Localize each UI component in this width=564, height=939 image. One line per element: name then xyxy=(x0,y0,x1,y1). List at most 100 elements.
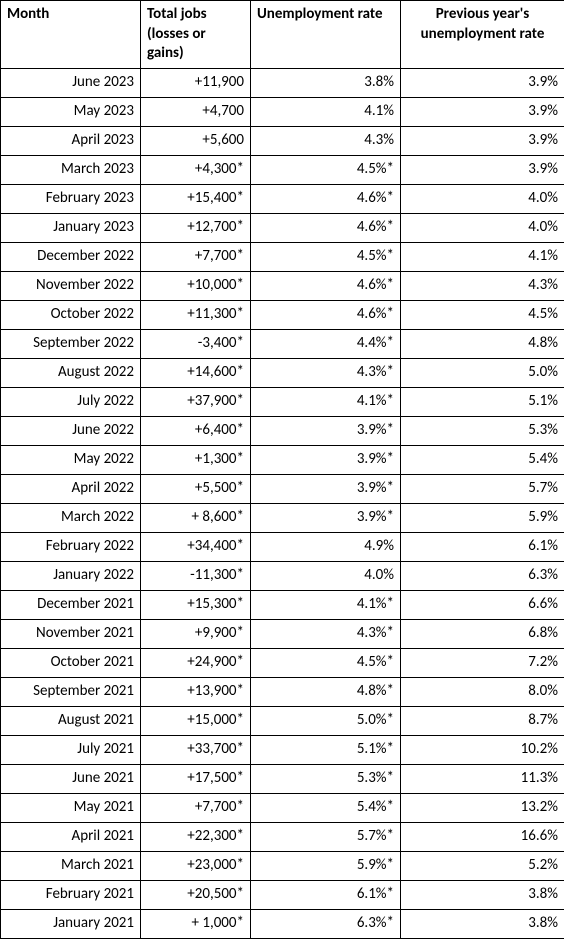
cell-prev-unemp-rate: 8.7% xyxy=(401,706,564,735)
cell-total-jobs: +12,700* xyxy=(141,213,251,242)
table-row: November 2021+9,900*4.3%*6.8% xyxy=(1,619,564,648)
table-row: April 2023+5,6004.3%3.9% xyxy=(1,126,564,155)
cell-prev-unemp-rate: 6.1% xyxy=(401,532,564,561)
table-row: October 2022+11,300*4.6%*4.5% xyxy=(1,300,564,329)
cell-month: September 2021 xyxy=(1,677,141,706)
cell-prev-unemp-rate: 5.3% xyxy=(401,416,564,445)
cell-prev-unemp-rate: 6.8% xyxy=(401,619,564,648)
cell-prev-unemp-rate: 4.8% xyxy=(401,329,564,358)
cell-prev-unemp-rate: 16.6% xyxy=(401,822,564,851)
table-row: September 2021+13,900*4.8%*8.0% xyxy=(1,677,564,706)
table-row: June 2022+6,400*3.9%*5.3% xyxy=(1,416,564,445)
cell-total-jobs: +15,000* xyxy=(141,706,251,735)
cell-month: August 2021 xyxy=(1,706,141,735)
table-row: August 2021+15,000*5.0%*8.7% xyxy=(1,706,564,735)
cell-prev-unemp-rate: 3.8% xyxy=(401,880,564,909)
cell-month: May 2021 xyxy=(1,793,141,822)
cell-total-jobs: +4,700 xyxy=(141,97,251,126)
cell-prev-unemp-rate: 5.9% xyxy=(401,503,564,532)
cell-month: July 2021 xyxy=(1,735,141,764)
cell-month: April 2023 xyxy=(1,126,141,155)
cell-month: November 2021 xyxy=(1,619,141,648)
cell-unemp-rate: 4.6%* xyxy=(251,300,401,329)
jobs-table: Month Total jobs (losses or gains) Unemp… xyxy=(0,0,564,939)
table-row: September 2022-3,400*4.4%*4.8% xyxy=(1,329,564,358)
cell-unemp-rate: 3.9%* xyxy=(251,474,401,503)
table-row: October 2021+24,900*4.5%*7.2% xyxy=(1,648,564,677)
cell-month: April 2021 xyxy=(1,822,141,851)
table-row: December 2022+7,700*4.5%*4.1% xyxy=(1,242,564,271)
cell-month: May 2022 xyxy=(1,445,141,474)
cell-total-jobs: +9,900* xyxy=(141,619,251,648)
cell-total-jobs: +15,300* xyxy=(141,590,251,619)
col-header-month: Month xyxy=(1,1,141,69)
cell-month: June 2022 xyxy=(1,416,141,445)
table-row: March 2022+ 8,600*3.9%*5.9% xyxy=(1,503,564,532)
cell-unemp-rate: 6.3%* xyxy=(251,909,401,938)
cell-month: February 2021 xyxy=(1,880,141,909)
cell-unemp-rate: 4.1% xyxy=(251,97,401,126)
table-row: January 2023+12,700*4.6%*4.0% xyxy=(1,213,564,242)
cell-prev-unemp-rate: 3.8% xyxy=(401,909,564,938)
cell-total-jobs: + 1,000* xyxy=(141,909,251,938)
table-row: April 2021+22,300*5.7%*16.6% xyxy=(1,822,564,851)
cell-prev-unemp-rate: 4.5% xyxy=(401,300,564,329)
table-row: March 2023+4,300*4.5%*3.9% xyxy=(1,155,564,184)
cell-prev-unemp-rate: 3.9% xyxy=(401,97,564,126)
cell-total-jobs: +23,000* xyxy=(141,851,251,880)
cell-unemp-rate: 4.1%* xyxy=(251,590,401,619)
cell-unemp-rate: 4.0% xyxy=(251,561,401,590)
table-row: February 2022+34,400*4.9%6.1% xyxy=(1,532,564,561)
cell-total-jobs: +5,600 xyxy=(141,126,251,155)
cell-month: November 2022 xyxy=(1,271,141,300)
cell-total-jobs: +4,300* xyxy=(141,155,251,184)
table-row: January 2022-11,300*4.0%6.3% xyxy=(1,561,564,590)
cell-unemp-rate: 4.8%* xyxy=(251,677,401,706)
cell-unemp-rate: 4.3%* xyxy=(251,358,401,387)
col-header-prev-unemp-rate: Previous year's unemployment rate xyxy=(401,1,564,69)
cell-unemp-rate: 5.0%* xyxy=(251,706,401,735)
cell-prev-unemp-rate: 4.3% xyxy=(401,271,564,300)
table-row: May 2021+7,700*5.4%*13.2% xyxy=(1,793,564,822)
cell-month: October 2022 xyxy=(1,300,141,329)
cell-unemp-rate: 4.5%* xyxy=(251,155,401,184)
cell-unemp-rate: 4.4%* xyxy=(251,329,401,358)
cell-month: December 2022 xyxy=(1,242,141,271)
cell-prev-unemp-rate: 4.0% xyxy=(401,184,564,213)
table-row: February 2023+15,400*4.6%*4.0% xyxy=(1,184,564,213)
cell-month: March 2022 xyxy=(1,503,141,532)
cell-month: April 2022 xyxy=(1,474,141,503)
cell-total-jobs: +34,400* xyxy=(141,532,251,561)
cell-month: July 2022 xyxy=(1,387,141,416)
cell-month: June 2021 xyxy=(1,764,141,793)
cell-unemp-rate: 3.9%* xyxy=(251,503,401,532)
cell-unemp-rate: 4.5%* xyxy=(251,648,401,677)
cell-total-jobs: +7,700* xyxy=(141,793,251,822)
table-row: April 2022+5,500*3.9%*5.7% xyxy=(1,474,564,503)
col-header-total-jobs: Total jobs (losses or gains) xyxy=(141,1,251,69)
table-row: June 2021+17,500*5.3%*11.3% xyxy=(1,764,564,793)
cell-prev-unemp-rate: 11.3% xyxy=(401,764,564,793)
cell-unemp-rate: 4.3% xyxy=(251,126,401,155)
cell-prev-unemp-rate: 10.2% xyxy=(401,735,564,764)
cell-total-jobs: +11,900 xyxy=(141,68,251,97)
cell-unemp-rate: 4.5%* xyxy=(251,242,401,271)
cell-unemp-rate: 6.1%* xyxy=(251,880,401,909)
cell-prev-unemp-rate: 5.2% xyxy=(401,851,564,880)
cell-prev-unemp-rate: 8.0% xyxy=(401,677,564,706)
cell-prev-unemp-rate: 4.0% xyxy=(401,213,564,242)
cell-prev-unemp-rate: 3.9% xyxy=(401,155,564,184)
cell-total-jobs: +15,400* xyxy=(141,184,251,213)
cell-month: September 2022 xyxy=(1,329,141,358)
cell-total-jobs: +37,900* xyxy=(141,387,251,416)
cell-total-jobs: +6,400* xyxy=(141,416,251,445)
cell-total-jobs: -11,300* xyxy=(141,561,251,590)
cell-unemp-rate: 4.6%* xyxy=(251,271,401,300)
cell-total-jobs: +13,900* xyxy=(141,677,251,706)
table-row: January 2021+ 1,000*6.3%*3.8% xyxy=(1,909,564,938)
cell-unemp-rate: 3.9%* xyxy=(251,416,401,445)
cell-month: June 2023 xyxy=(1,68,141,97)
cell-month: February 2023 xyxy=(1,184,141,213)
cell-unemp-rate: 5.4%* xyxy=(251,793,401,822)
table-row: July 2021+33,700*5.1%*10.2% xyxy=(1,735,564,764)
